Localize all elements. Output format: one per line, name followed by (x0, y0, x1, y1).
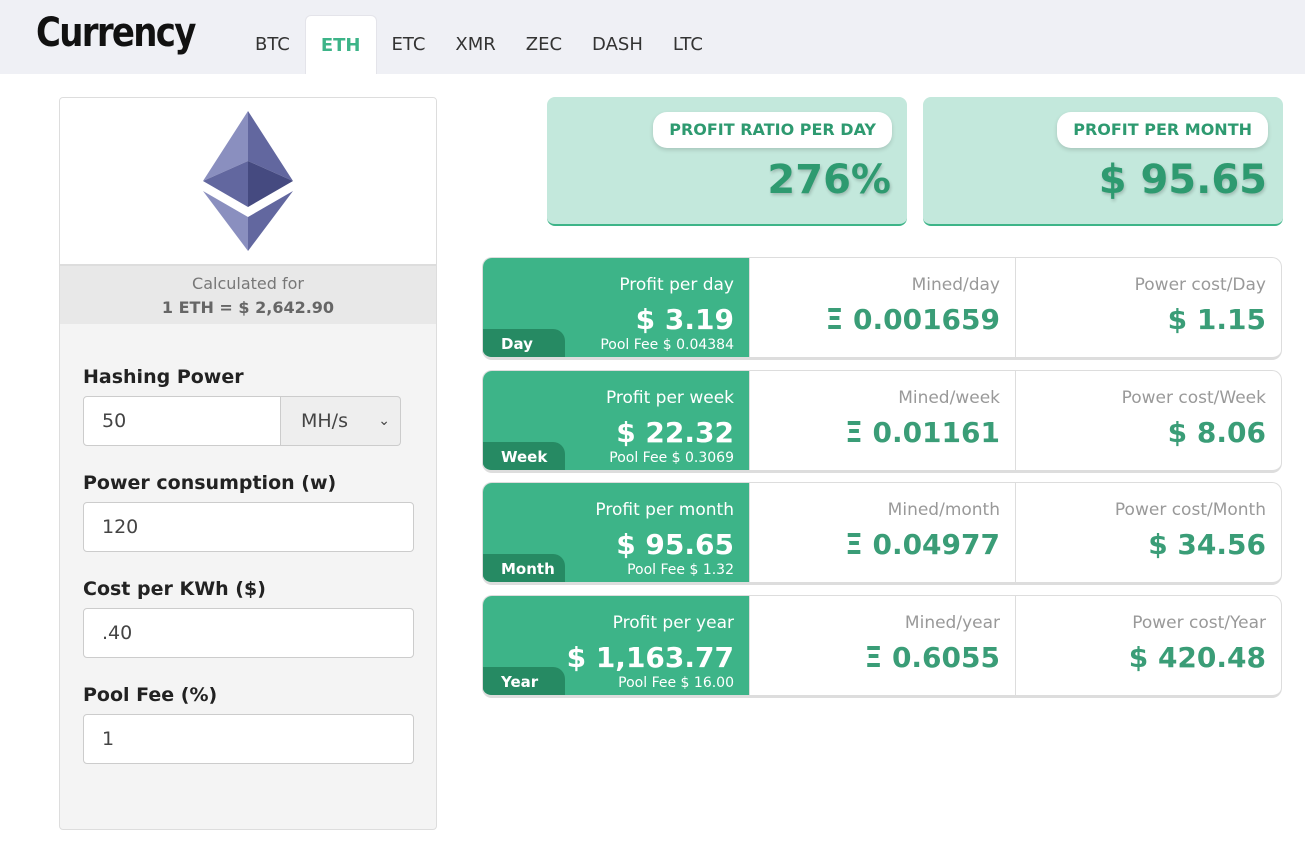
ethereum-logo-icon (60, 98, 436, 264)
profit-label: Profit per year (612, 613, 734, 633)
mined-value: Ξ 0.6055 (864, 641, 1001, 674)
fee-input[interactable]: 1 (83, 714, 414, 764)
hashing-unit-select[interactable]: MH/s ⌄ (281, 396, 401, 446)
profit-value: $ 3.19 (635, 303, 734, 336)
period-row: Profit per year $ 1,163.77 Pool Fee $ 16… (482, 595, 1282, 698)
period-badge: Week (483, 442, 565, 470)
calc-label: Calculated for (192, 274, 304, 293)
profit-label: Profit per week (605, 388, 734, 408)
chevron-down-icon: ⌄ (378, 413, 390, 429)
profit-ratio-label: PROFIT RATIO PER DAY (653, 112, 892, 148)
profit-month-label: PROFIT PER MONTH (1057, 112, 1268, 148)
profit-month-card: PROFIT PER MONTH $ 95.65 (923, 97, 1283, 226)
period-row: Profit per week $ 22.32 Pool Fee $ 0.306… (482, 370, 1282, 473)
mined-cell: Mined/week Ξ 0.01161 (749, 371, 1015, 470)
profit-ratio-value: 276% (767, 157, 891, 203)
calculator-panel: Calculated for 1 ETH = $ 2,642.90 Hashin… (59, 97, 437, 830)
profit-ratio-card: PROFIT RATIO PER DAY 276% (547, 97, 907, 226)
tab-zec[interactable]: ZEC (525, 34, 563, 55)
period-badge: Day (483, 329, 565, 357)
mined-value: Ξ 0.001659 (825, 303, 1000, 336)
pool-fee: Pool Fee $ 0.3069 (609, 450, 734, 466)
mined-cell: Mined/day Ξ 0.001659 (749, 258, 1015, 357)
hashing-label: Hashing Power (83, 366, 244, 388)
power-cost-cell: Power cost/Day $ 1.15 (1015, 258, 1281, 357)
cost-label: Cost per KWh ($) (83, 578, 266, 600)
tab-xmr[interactable]: XMR (455, 34, 496, 55)
power-cost-value: $ 8.06 (1167, 416, 1266, 449)
mined-cell: Mined/year Ξ 0.6055 (749, 596, 1015, 695)
tab-etc[interactable]: ETC (391, 34, 426, 55)
mined-label: Mined/month (887, 500, 1000, 520)
profit-value: $ 22.32 (616, 416, 734, 449)
profit-month-value: $ 95.65 (1098, 157, 1267, 203)
profit-label: Profit per month (595, 500, 734, 520)
power-label: Power consumption (w) (83, 472, 337, 494)
profit-value: $ 1,163.77 (566, 641, 734, 674)
pool-fee: Pool Fee $ 0.04384 (600, 337, 734, 353)
period-badge: Year (483, 667, 565, 695)
profit-cell: Profit per year $ 1,163.77 Pool Fee $ 16… (483, 596, 749, 695)
period-badge: Month (483, 554, 565, 582)
hashing-input[interactable]: 50 (83, 396, 281, 446)
power-cost-label: Power cost/Day (1134, 275, 1266, 295)
tab-ltc[interactable]: LTC (672, 34, 703, 55)
period-row: Profit per day $ 3.19 Pool Fee $ 0.04384… (482, 257, 1282, 360)
power-input[interactable]: 120 (83, 502, 414, 552)
profit-cell: Profit per month $ 95.65 Pool Fee $ 1.32… (483, 483, 749, 582)
power-cost-cell: Power cost/Year $ 420.48 (1015, 596, 1281, 695)
calc-rate: 1 ETH = $ 2,642.90 (161, 298, 335, 317)
power-cost-label: Power cost/Week (1121, 388, 1266, 408)
profit-label: Profit per day (619, 275, 734, 295)
mined-label: Mined/week (898, 388, 1000, 408)
power-cost-label: Power cost/Month (1114, 500, 1266, 520)
period-row: Profit per month $ 95.65 Pool Fee $ 1.32… (482, 482, 1282, 585)
tab-btc[interactable]: BTC (255, 34, 290, 55)
currency-tabs: BTC ETH ETC XMR ZEC DASH LTC (240, 15, 718, 74)
power-cost-cell: Power cost/Month $ 34.56 (1015, 483, 1281, 582)
power-cost-cell: Power cost/Week $ 8.06 (1015, 371, 1281, 470)
profit-value: $ 95.65 (616, 528, 734, 561)
mined-cell: Mined/month Ξ 0.04977 (749, 483, 1015, 582)
hashing-unit-value: MH/s (301, 410, 348, 432)
tab-dash[interactable]: DASH (592, 34, 643, 55)
mined-label: Mined/day (911, 275, 1000, 295)
tab-eth[interactable]: ETH (304, 15, 377, 74)
page-title: Currency (36, 10, 196, 56)
power-cost-label: Power cost/Year (1132, 613, 1266, 633)
mined-value: Ξ 0.04977 (845, 528, 1000, 561)
power-cost-value: $ 34.56 (1148, 528, 1266, 561)
profit-cell: Profit per week $ 22.32 Pool Fee $ 0.306… (483, 371, 749, 470)
mined-value: Ξ 0.01161 (845, 416, 1000, 449)
fee-label: Pool Fee (%) (83, 684, 218, 706)
power-cost-value: $ 420.48 (1128, 641, 1266, 674)
profit-cell: Profit per day $ 3.19 Pool Fee $ 0.04384… (483, 258, 749, 357)
top-bar (0, 0, 1305, 74)
cost-input[interactable]: .40 (83, 608, 414, 658)
pool-fee: Pool Fee $ 16.00 (618, 675, 734, 691)
rate-box: Calculated for 1 ETH = $ 2,642.90 (60, 264, 436, 324)
power-cost-value: $ 1.15 (1167, 303, 1266, 336)
mined-label: Mined/year (904, 613, 1000, 633)
pool-fee: Pool Fee $ 1.32 (627, 562, 734, 578)
